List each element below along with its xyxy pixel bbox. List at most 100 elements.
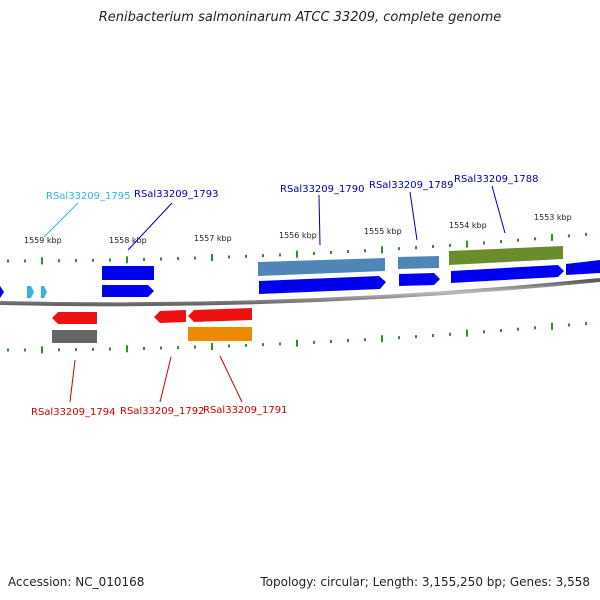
gene-label-1792[interactable]: RSal33209_1792 [120, 406, 204, 417]
tick-mark-top [483, 241, 485, 245]
gene-label-1795[interactable]: RSal33209_1795 [46, 191, 130, 202]
tick-mark-top [330, 251, 332, 255]
tick-label-1556: 1556 kbp [279, 231, 317, 240]
cyan-gene-arrow[interactable] [27, 286, 34, 298]
tick-mark-top [177, 257, 179, 261]
cds-arrow-1791[interactable] [188, 308, 252, 322]
cyan-gene-arrow[interactable] [41, 286, 47, 298]
tick-mark-bottom [381, 335, 383, 343]
tick-mark-bottom [126, 345, 128, 353]
tick-mark-bottom [568, 323, 570, 327]
tick-mark-bottom [262, 343, 264, 347]
cds-arrow-1789[interactable] [399, 273, 440, 286]
tick-mark-bottom [415, 335, 417, 339]
blue-gene-arrow[interactable] [0, 286, 4, 298]
tick-mark-bottom [58, 348, 60, 352]
tick-mark-top [432, 244, 434, 248]
gene-feature-1793[interactable] [102, 266, 154, 280]
gene-feature-1788[interactable] [449, 246, 563, 265]
tick-mark-bottom [364, 338, 366, 342]
tick-label-1555: 1555 kbp [364, 227, 402, 236]
tick-mark-top [24, 259, 26, 263]
tick-mark-bottom [466, 329, 468, 337]
tick-label-1557: 1557 kbp [194, 234, 232, 243]
genome-backbone [0, 278, 600, 307]
tick-mark-bottom [211, 343, 213, 351]
gene-feature-1794[interactable] [52, 330, 97, 343]
tick-mark-top [262, 254, 264, 258]
tick-mark-bottom [330, 340, 332, 344]
tick-mark-top [92, 258, 94, 262]
leader-line-1789 [409, 191, 418, 241]
tick-mark-bottom [177, 346, 179, 350]
cds-arrow-1790[interactable] [259, 276, 386, 294]
tick-mark-top [126, 256, 128, 264]
tick-mark-bottom [279, 342, 281, 346]
tick-mark-bottom [432, 333, 434, 337]
map-title: Renibacterium salmoninarum ATCC 33209, c… [98, 10, 502, 25]
tick-mark-top [568, 234, 570, 238]
tick-mark-bottom [483, 330, 485, 334]
tick-mark-bottom [24, 348, 26, 352]
tick-mark-bottom [143, 346, 145, 350]
tick-mark-top [585, 232, 587, 236]
gene-label-1788[interactable]: RSal33209_1788 [454, 174, 538, 185]
tick-mark-bottom [517, 327, 519, 331]
cds-arrow-1792[interactable] [154, 310, 186, 323]
tick-mark-top [160, 257, 162, 261]
gene-label-1790[interactable]: RSal33209_1790 [280, 184, 364, 195]
cds-arrow-1788[interactable] [451, 265, 564, 283]
tick-mark-top [211, 254, 213, 262]
gene-label-1791[interactable]: RSal33209_1791 [203, 405, 287, 416]
accession-text: Accession: NC_010168 [8, 575, 145, 589]
gene-label-1794[interactable]: RSal33209_1794 [31, 407, 115, 418]
tick-mark-top [143, 257, 145, 261]
tick-mark-bottom [551, 322, 553, 330]
tick-mark-top [415, 246, 417, 250]
leader-line-1795 [43, 202, 79, 238]
tick-mark-top [364, 249, 366, 253]
cds-arrow-1794[interactable] [52, 312, 97, 324]
tick-mark-top [7, 259, 9, 263]
tick-mark-top [279, 253, 281, 257]
tick-mark-top [381, 246, 383, 254]
tick-mark-bottom [245, 343, 247, 347]
gene-label-1793[interactable]: RSal33209_1793 [134, 189, 218, 200]
tick-mark-top [75, 259, 77, 263]
tick-mark-top [500, 240, 502, 244]
gene-label-1789[interactable]: RSal33209_1789 [369, 180, 453, 191]
tick-mark-top [347, 250, 349, 254]
tick-mark-top [58, 259, 60, 263]
tick-mark-bottom [347, 339, 349, 343]
tick-mark-bottom [228, 344, 230, 348]
gene-feature-1790[interactable] [258, 258, 385, 276]
tick-mark-top [534, 237, 536, 241]
gene-feature-1791[interactable] [188, 327, 252, 341]
tick-mark-top [245, 254, 247, 258]
tick-mark-bottom [92, 347, 94, 351]
tick-mark-bottom [41, 346, 43, 354]
tick-mark-top [109, 258, 111, 262]
tick-row-top [7, 232, 587, 265]
tick-mark-top [517, 238, 519, 242]
tick-mark-bottom [500, 329, 502, 333]
tick-mark-bottom [160, 346, 162, 350]
tick-label-1559: 1559 kbp [24, 236, 62, 245]
tick-mark-bottom [534, 326, 536, 330]
gene-feature-1789[interactable] [398, 256, 439, 269]
cds-arrow-1793[interactable] [102, 285, 154, 297]
tick-mark-top [194, 256, 196, 260]
tick-mark-bottom [7, 348, 9, 352]
leader-line-1790 [318, 194, 321, 246]
cds-arrow-next[interactable] [566, 260, 600, 275]
tick-mark-bottom [585, 321, 587, 325]
tick-label-1553: 1553 kbp [534, 213, 572, 222]
tick-mark-bottom [398, 336, 400, 340]
tick-mark-top [551, 233, 553, 241]
tick-label-1558: 1558 kbp [109, 236, 147, 245]
tick-mark-top [398, 247, 400, 251]
tick-mark-bottom [449, 332, 451, 336]
tick-mark-top [449, 243, 451, 247]
tick-mark-top [41, 257, 43, 265]
